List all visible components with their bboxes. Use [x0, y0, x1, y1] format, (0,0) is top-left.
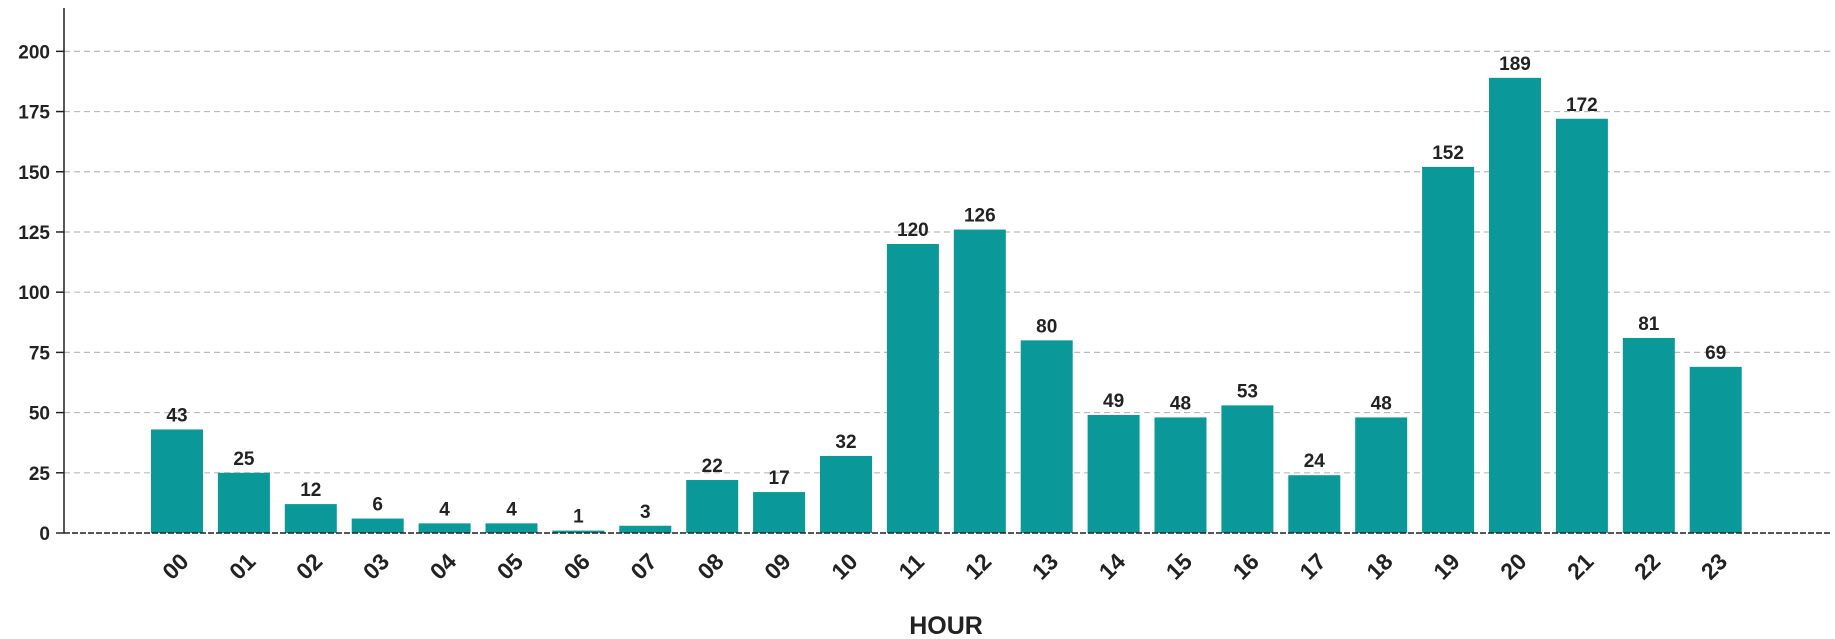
y-tick-label: 125 — [18, 223, 50, 244]
data-label: 48 — [1170, 393, 1191, 414]
bar — [1690, 367, 1742, 533]
data-label: 80 — [1036, 316, 1057, 337]
data-label: 48 — [1371, 393, 1392, 414]
x-tick-label: 09 — [759, 548, 795, 584]
data-label: 49 — [1103, 391, 1124, 412]
bar — [753, 492, 805, 533]
bar — [1556, 119, 1608, 533]
bars — [151, 78, 1742, 533]
data-label: 3 — [640, 502, 651, 523]
data-label: 24 — [1304, 451, 1326, 472]
bar — [1288, 475, 1340, 533]
x-tick-label: 12 — [960, 548, 996, 584]
data-label: 152 — [1432, 143, 1464, 164]
y-tick-label: 0 — [39, 524, 50, 545]
data-label: 43 — [166, 405, 187, 426]
x-tick-label: 15 — [1161, 548, 1198, 585]
bar — [1021, 340, 1073, 533]
data-label: 6 — [372, 495, 383, 516]
x-tick-label: 04 — [425, 548, 462, 585]
y-tick-label: 150 — [18, 163, 50, 184]
bar — [1422, 167, 1474, 533]
x-tick-label: 23 — [1696, 548, 1732, 584]
x-tick-labels: 00 01 02 03 04 05 06 07 08 09 10 11 12 13 14 15 16 17 18 19… — [157, 548, 1732, 585]
data-label: 32 — [835, 432, 856, 453]
bar — [419, 523, 471, 533]
x-tick-label: 16 — [1228, 548, 1264, 584]
x-tick-label: 17 — [1294, 548, 1330, 584]
bar — [686, 480, 738, 533]
y-tick-label: 25 — [29, 464, 51, 485]
y-tick-label: 75 — [29, 343, 51, 364]
x-tick-label: 19 — [1428, 548, 1464, 584]
x-tick-label: 08 — [692, 548, 729, 585]
x-tick-label: 22 — [1629, 548, 1665, 584]
data-label: 69 — [1705, 343, 1726, 364]
x-tick-label: 14 — [1094, 548, 1131, 585]
bar — [1088, 415, 1140, 533]
bar — [285, 504, 337, 533]
x-tick-label: 03 — [358, 548, 394, 584]
x-tick-label: 07 — [625, 548, 661, 584]
data-label: 4 — [506, 499, 517, 520]
bar — [1623, 338, 1675, 533]
y-tick-label: 50 — [29, 404, 50, 425]
bar — [218, 473, 270, 533]
bar — [1221, 405, 1273, 533]
x-tick-label: 21 — [1562, 548, 1599, 585]
y-tick-label: 100 — [18, 283, 50, 304]
data-label: 120 — [897, 220, 929, 241]
x-tick-label: 00 — [157, 548, 193, 584]
data-label: 12 — [300, 480, 321, 501]
data-label: 81 — [1638, 314, 1660, 335]
x-tick-label: 18 — [1361, 548, 1398, 585]
bar — [352, 519, 404, 533]
bar — [887, 244, 939, 533]
data-label: 4 — [439, 499, 450, 520]
bar — [151, 429, 203, 533]
bar — [1489, 78, 1541, 533]
bar — [1355, 417, 1407, 533]
bar — [954, 230, 1006, 533]
y-tick-labels: 0 25 50 75 100 125 150 175 200 — [18, 42, 50, 545]
x-tick-label: 01 — [224, 548, 261, 585]
data-label: 1 — [573, 507, 584, 528]
data-label: 17 — [769, 468, 790, 489]
y-tick-label: 175 — [18, 103, 50, 124]
data-label: 172 — [1566, 95, 1598, 116]
y-tick-label: 200 — [18, 42, 50, 63]
bar — [820, 456, 872, 533]
data-label: 53 — [1237, 381, 1258, 402]
bar — [619, 526, 671, 533]
data-label: 189 — [1499, 54, 1531, 75]
x-tick-label: 05 — [492, 548, 529, 585]
x-tick-label: 13 — [1027, 548, 1063, 584]
x-tick-label: 10 — [826, 548, 862, 584]
bar — [486, 523, 538, 533]
x-axis-title: HOUR — [909, 612, 983, 639]
data-label: 25 — [233, 449, 255, 470]
x-tick-label: 20 — [1495, 548, 1531, 584]
x-tick-label: 02 — [291, 548, 327, 584]
bar — [1155, 417, 1207, 533]
x-tick-label: 11 — [893, 548, 929, 584]
x-tick-label: 06 — [559, 548, 595, 584]
data-label: 126 — [964, 206, 996, 227]
data-label: 22 — [702, 456, 723, 477]
